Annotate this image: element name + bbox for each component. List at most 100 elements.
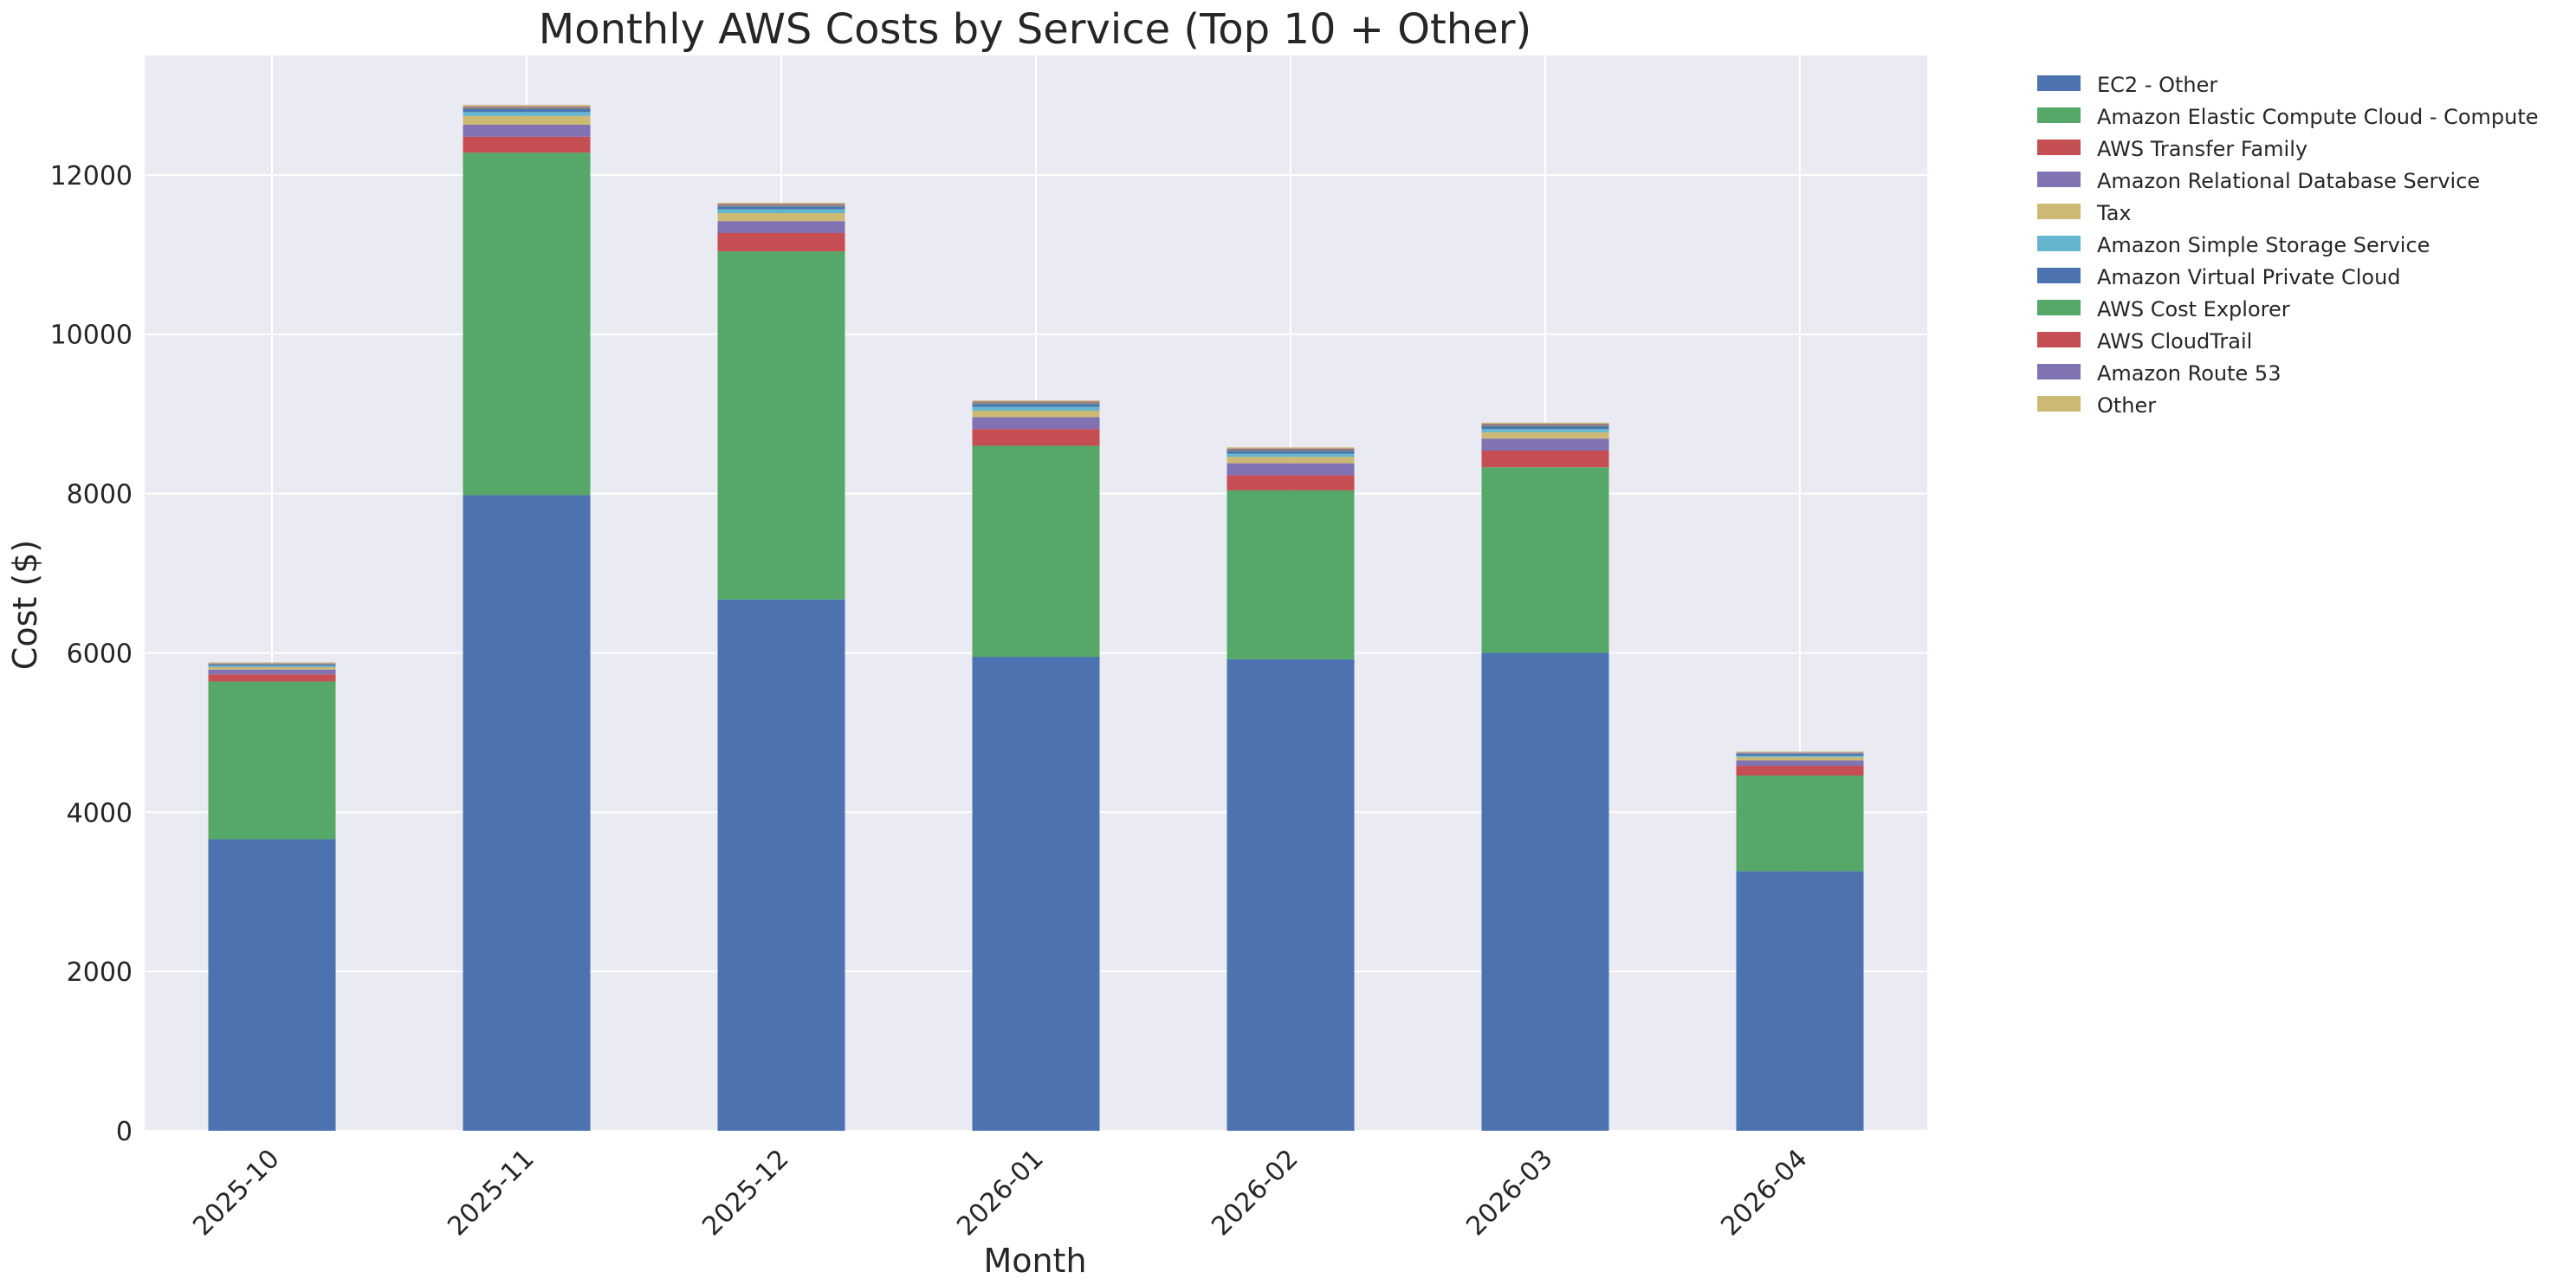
bar-segment [717, 599, 845, 1131]
bar-segment [1736, 751, 1864, 753]
bar-segment [1481, 467, 1609, 653]
bar-segment [972, 406, 1100, 411]
legend-label: EC2 - Other [2097, 73, 2217, 97]
y-tick-label: 8000 [67, 480, 133, 510]
bar-segment [1227, 490, 1355, 659]
legend-label: Amazon Relational Database Service [2097, 169, 2480, 193]
bar-segment [1736, 756, 1864, 761]
y-tick-label: 2000 [67, 957, 133, 988]
legend-label: Amazon Virtual Private Cloud [2097, 265, 2401, 289]
bar-segment [1227, 448, 1355, 450]
y-tick-label: 4000 [67, 798, 133, 828]
bar-segment [1736, 871, 1864, 1131]
bar-segment [1227, 457, 1355, 464]
bar-segment [1736, 753, 1864, 756]
legend-label: Tax [2096, 201, 2132, 225]
legend-label: Amazon Elastic Compute Cloud - Compute [2097, 105, 2539, 129]
bar-segment [1481, 432, 1609, 439]
bar-segment [463, 107, 591, 109]
y-axis-ticks: 0 2000 4000 6000 8000 10000 12000 [50, 161, 133, 1147]
bar-segment [463, 153, 591, 496]
bar-segment [1481, 652, 1609, 1131]
bar-segment [463, 112, 591, 116]
bar-segment [463, 124, 591, 137]
bar-segment [463, 107, 591, 108]
bar-segment [1227, 463, 1355, 476]
legend-swatch [2037, 140, 2081, 155]
bar-segment [717, 203, 845, 204]
bar-segment [1481, 425, 1609, 426]
bar-segment [972, 400, 1100, 402]
bar-segment [1227, 447, 1355, 449]
bar-segment [717, 206, 845, 210]
bar-segment [717, 221, 845, 233]
bar-segment [1736, 776, 1864, 872]
legend-swatch [2037, 396, 2081, 412]
x-tick-label: 2025-12 [696, 1144, 794, 1242]
bar-segment [717, 204, 845, 206]
bar-segment [1481, 425, 1609, 430]
bar-segment [208, 665, 336, 667]
bar-segment [972, 417, 1100, 430]
bar-segment [972, 404, 1100, 407]
y-tick-label: 10000 [50, 321, 133, 351]
x-tick-label: 2026-03 [1460, 1144, 1558, 1242]
legend-swatch [2037, 364, 2081, 380]
bar-segment [1481, 424, 1609, 425]
bar-segment [463, 104, 591, 107]
bar-segment [208, 662, 336, 664]
legend-swatch [2037, 75, 2081, 91]
bar-segment [1481, 450, 1609, 468]
bar-segment [972, 401, 1100, 403]
bar-segment [463, 136, 591, 153]
bar-segment [208, 669, 336, 675]
y-tick-label: 6000 [67, 639, 133, 669]
bar-segment [1227, 450, 1355, 451]
legend-label: AWS CloudTrail [2097, 329, 2252, 354]
bar-segment [717, 209, 845, 214]
legend-swatch [2037, 268, 2081, 283]
legend: EC2 - Other Amazon Elastic Compute Cloud … [2037, 73, 2539, 418]
bar-segment [1227, 453, 1355, 458]
y-tick-label: 12000 [50, 161, 133, 191]
bar-segment [1736, 756, 1864, 757]
bar-segment [1227, 449, 1355, 451]
bar-segment [208, 666, 336, 670]
bar-segment [463, 108, 591, 113]
bar-segment [972, 657, 1100, 1131]
bar-segment [972, 445, 1100, 658]
x-axis-label: Month [983, 1242, 1086, 1280]
bar-segment [1736, 765, 1864, 776]
legend-swatch [2037, 204, 2081, 219]
bar-segment [717, 205, 845, 207]
bar-segment [972, 410, 1100, 418]
x-axis-ticks: 2025-10 2025-11 2025-12 2026-01 2026-02 2026-… [187, 1144, 1813, 1242]
y-tick-label: 0 [116, 1117, 133, 1147]
bar-segment [1227, 659, 1355, 1131]
y-axis-label: Cost ($) [6, 540, 44, 670]
legend-swatch [2037, 107, 2081, 123]
bar-segment [717, 251, 845, 600]
legend-label: AWS Transfer Family [2097, 137, 2307, 161]
bar-segment [1481, 429, 1609, 432]
bar-segment [1481, 422, 1609, 425]
x-tick-label: 2026-02 [1206, 1144, 1304, 1242]
bar-segment [208, 839, 336, 1131]
bar-segment [717, 213, 845, 222]
bar-segment [1736, 760, 1864, 766]
legend-label: AWS Cost Explorer [2097, 297, 2290, 321]
legend-label: Amazon Simple Storage Service [2097, 233, 2430, 257]
legend-swatch [2037, 300, 2081, 315]
bar-segment [972, 402, 1100, 404]
legend-label: Amazon Route 53 [2097, 361, 2281, 386]
bar-segment [208, 674, 336, 682]
legend-label: Other [2097, 393, 2156, 418]
bar-segment [972, 429, 1100, 446]
bar-segment [1481, 438, 1609, 451]
legend-swatch [2037, 236, 2081, 251]
bar-segment [463, 495, 591, 1131]
x-tick-label: 2026-01 [951, 1144, 1049, 1242]
bar-segment [1227, 475, 1355, 490]
bar-segment [717, 232, 845, 252]
